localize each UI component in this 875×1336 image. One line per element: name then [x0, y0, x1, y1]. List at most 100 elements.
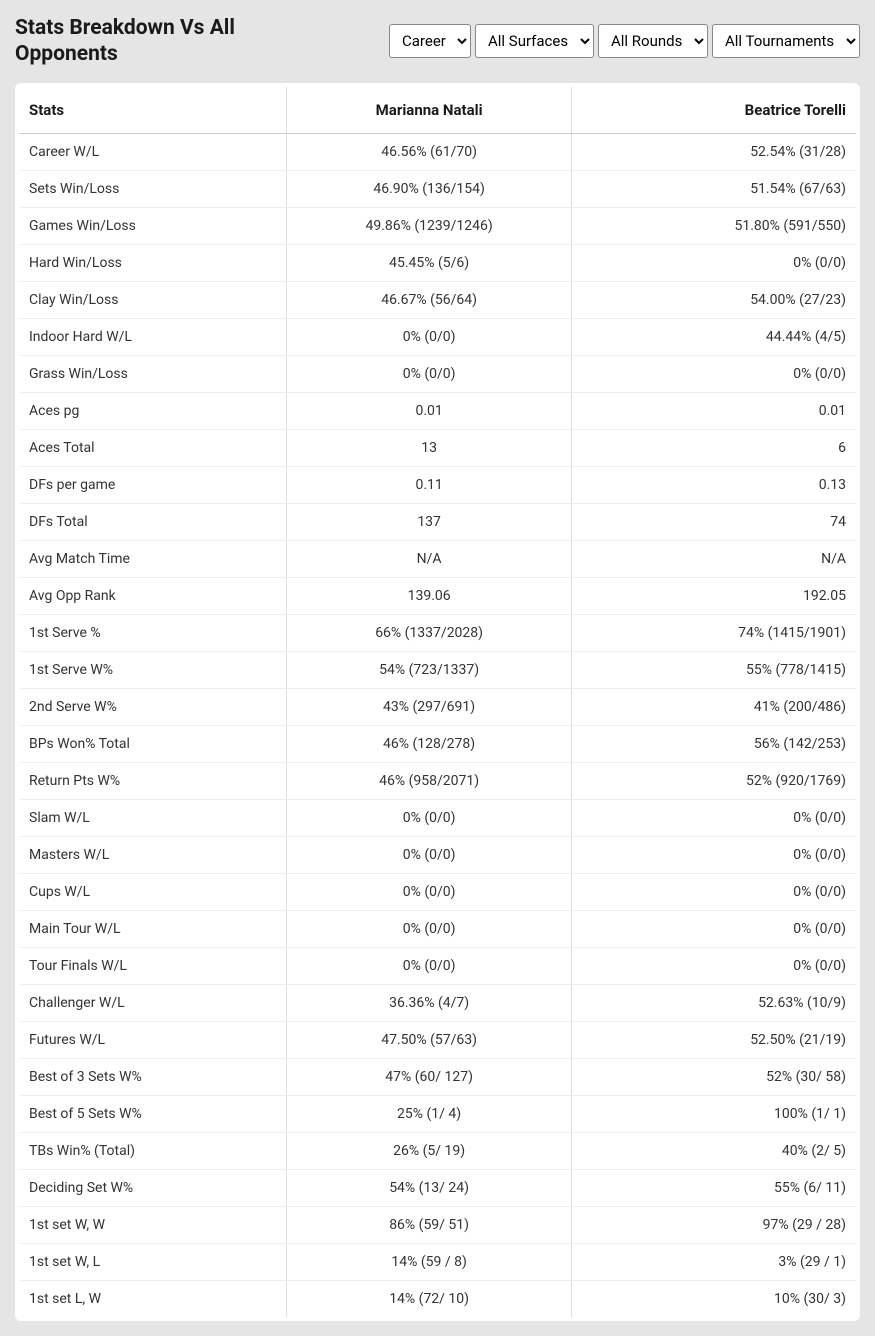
stat-label: Slam W/L — [19, 799, 287, 836]
player1-value: 54% (13/ 24) — [287, 1169, 572, 1206]
stat-label: Games Win/Loss — [19, 207, 287, 244]
table-row: Career W/L46.56% (61/70)52.54% (31/28) — [19, 133, 856, 170]
tournament-select[interactable]: All Tournaments — [712, 24, 860, 58]
player2-value: 0% (0/0) — [571, 836, 856, 873]
player2-value: 54.00% (27/23) — [571, 281, 856, 318]
player1-value: 0% (0/0) — [287, 799, 572, 836]
stat-label: 1st Serve % — [19, 614, 287, 651]
stat-label: 1st set W, W — [19, 1206, 287, 1243]
player1-value: 0% (0/0) — [287, 318, 572, 355]
stat-label: Sets Win/Loss — [19, 170, 287, 207]
player1-value: 46% (958/2071) — [287, 762, 572, 799]
table-row: Best of 3 Sets W%47% (60/ 127)52% (30/ 5… — [19, 1058, 856, 1095]
timeframe-select[interactable]: Career — [389, 24, 471, 58]
stat-label: DFs Total — [19, 503, 287, 540]
stat-label: Deciding Set W% — [19, 1169, 287, 1206]
player2-value: 192.05 — [571, 577, 856, 614]
player2-value: 0% (0/0) — [571, 910, 856, 947]
player2-value: 52.50% (21/19) — [571, 1021, 856, 1058]
player1-value: 46% (128/278) — [287, 725, 572, 762]
player2-value: 52% (920/1769) — [571, 762, 856, 799]
player2-value: 0% (0/0) — [571, 947, 856, 984]
table-row: 1st Serve W%54% (723/1337)55% (778/1415) — [19, 651, 856, 688]
table-row: 1st set W, L14% (59 / 8)3% (29 / 1) — [19, 1243, 856, 1280]
stat-label: Avg Opp Rank — [19, 577, 287, 614]
player2-value: 44.44% (4/5) — [571, 318, 856, 355]
filters-group: Career All Surfaces All Rounds All Tourn… — [389, 24, 860, 58]
player2-value: N/A — [571, 540, 856, 577]
table-row: 1st set L, W14% (72/ 10)10% (30/ 3) — [19, 1280, 856, 1317]
stat-label: Aces Total — [19, 429, 287, 466]
table-row: Avg Match TimeN/AN/A — [19, 540, 856, 577]
player1-value: 47% (60/ 127) — [287, 1058, 572, 1095]
stat-label: Return Pts W% — [19, 762, 287, 799]
player1-value: 45.45% (5/6) — [287, 244, 572, 281]
stat-label: Grass Win/Loss — [19, 355, 287, 392]
player1-value: 14% (72/ 10) — [287, 1280, 572, 1317]
player2-value: 0.01 — [571, 392, 856, 429]
stat-label: Clay Win/Loss — [19, 281, 287, 318]
player1-value: 0% (0/0) — [287, 910, 572, 947]
page-title: Stats Breakdown Vs All Opponents — [15, 15, 315, 68]
player2-value: 0% (0/0) — [571, 355, 856, 392]
player2-value: 56% (142/253) — [571, 725, 856, 762]
stat-label: Challenger W/L — [19, 984, 287, 1021]
table-row: Games Win/Loss49.86% (1239/1246)51.80% (… — [19, 207, 856, 244]
table-row: Sets Win/Loss46.90% (136/154)51.54% (67/… — [19, 170, 856, 207]
player2-value: 52% (30/ 58) — [571, 1058, 856, 1095]
player2-value: 52.63% (10/9) — [571, 984, 856, 1021]
player1-value: 14% (59 / 8) — [287, 1243, 572, 1280]
player1-value: 0% (0/0) — [287, 355, 572, 392]
player1-value: 25% (1/ 4) — [287, 1095, 572, 1132]
player1-value: 139.06 — [287, 577, 572, 614]
stat-label: Career W/L — [19, 133, 287, 170]
player1-value: 0.11 — [287, 466, 572, 503]
table-row: DFs per game0.110.13 — [19, 466, 856, 503]
player1-value: 26% (5/ 19) — [287, 1132, 572, 1169]
player2-value: 3% (29 / 1) — [571, 1243, 856, 1280]
header-row: Stats Breakdown Vs All Opponents Career … — [15, 15, 860, 68]
stat-label: Cups W/L — [19, 873, 287, 910]
table-row: TBs Win% (Total)26% (5/ 19)40% (2/ 5) — [19, 1132, 856, 1169]
stats-body: Career W/L46.56% (61/70)52.54% (31/28)Se… — [19, 133, 856, 1317]
table-row: Deciding Set W%54% (13/ 24)55% (6/ 11) — [19, 1169, 856, 1206]
stat-label: 2nd Serve W% — [19, 688, 287, 725]
player1-value: 49.86% (1239/1246) — [287, 207, 572, 244]
player1-value: 0% (0/0) — [287, 873, 572, 910]
stat-label: Futures W/L — [19, 1021, 287, 1058]
table-row: 1st set W, W86% (59/ 51)97% (29 / 28) — [19, 1206, 856, 1243]
stat-label: TBs Win% (Total) — [19, 1132, 287, 1169]
player1-value: 54% (723/1337) — [287, 651, 572, 688]
player1-value: 13 — [287, 429, 572, 466]
stat-label: 1st Serve W% — [19, 651, 287, 688]
player1-value: 66% (1337/2028) — [287, 614, 572, 651]
player2-value: 74% (1415/1901) — [571, 614, 856, 651]
table-row: Tour Finals W/L0% (0/0)0% (0/0) — [19, 947, 856, 984]
player1-value: 46.90% (136/154) — [287, 170, 572, 207]
table-row: Return Pts W%46% (958/2071)52% (920/1769… — [19, 762, 856, 799]
surface-select[interactable]: All Surfaces — [475, 24, 594, 58]
player2-value: 97% (29 / 28) — [571, 1206, 856, 1243]
stat-label: 1st set W, L — [19, 1243, 287, 1280]
stat-label: Best of 5 Sets W% — [19, 1095, 287, 1132]
player2-value: 6 — [571, 429, 856, 466]
player2-value: 52.54% (31/28) — [571, 133, 856, 170]
player1-value: 43% (297/691) — [287, 688, 572, 725]
col-player1: Marianna Natali — [287, 87, 572, 134]
stat-label: Hard Win/Loss — [19, 244, 287, 281]
player1-value: 0% (0/0) — [287, 836, 572, 873]
table-row: Aces Total136 — [19, 429, 856, 466]
round-select[interactable]: All Rounds — [598, 24, 708, 58]
stat-label: Indoor Hard W/L — [19, 318, 287, 355]
table-row: Challenger W/L36.36% (4/7)52.63% (10/9) — [19, 984, 856, 1021]
player2-value: 51.80% (591/550) — [571, 207, 856, 244]
player2-value: 74 — [571, 503, 856, 540]
table-row: Futures W/L47.50% (57/63)52.50% (21/19) — [19, 1021, 856, 1058]
player2-value: 100% (1/ 1) — [571, 1095, 856, 1132]
player2-value: 40% (2/ 5) — [571, 1132, 856, 1169]
stat-label: Tour Finals W/L — [19, 947, 287, 984]
table-row: DFs Total13774 — [19, 503, 856, 540]
player1-value: 86% (59/ 51) — [287, 1206, 572, 1243]
player2-value: 55% (6/ 11) — [571, 1169, 856, 1206]
stats-card: Stats Marianna Natali Beatrice Torelli C… — [15, 83, 860, 1321]
